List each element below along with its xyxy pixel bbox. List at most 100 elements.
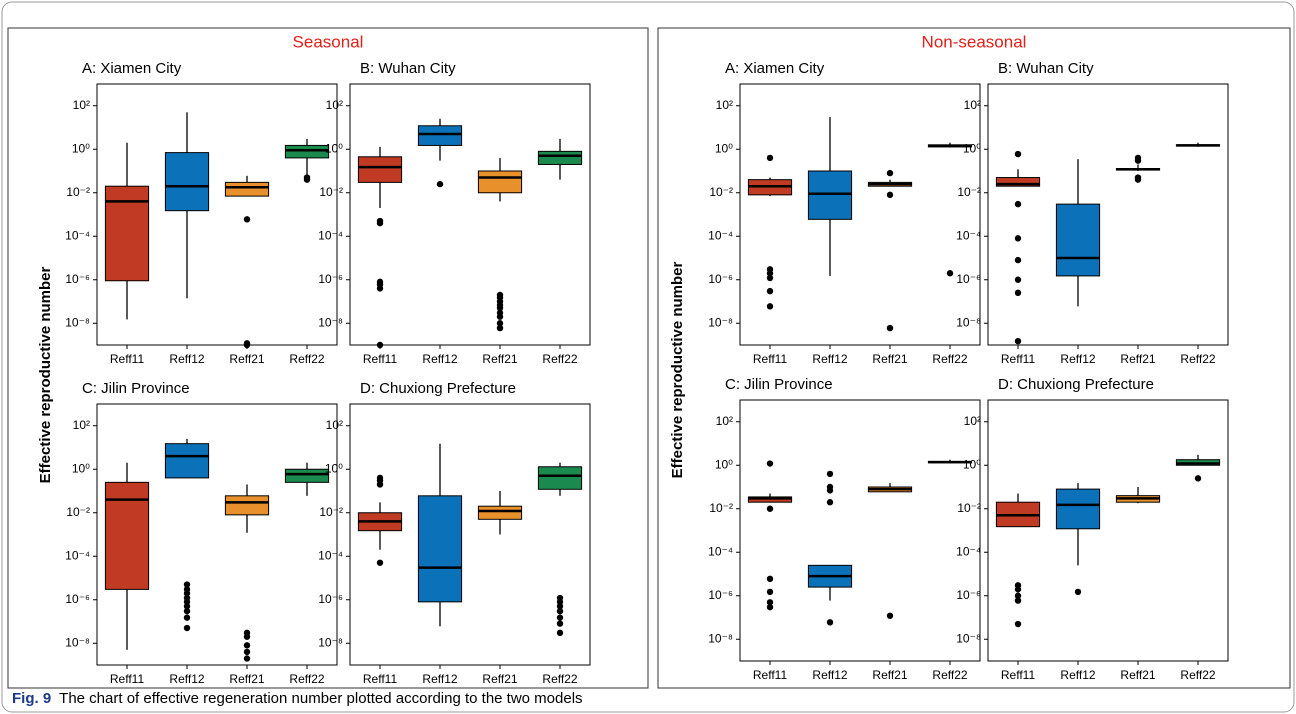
group-border bbox=[657, 27, 1291, 689]
outlier bbox=[1014, 620, 1022, 628]
panel-title: D: Chuxiong Prefecture bbox=[998, 376, 1154, 393]
box bbox=[1055, 203, 1101, 277]
y-tick-label: 10⁻² bbox=[319, 185, 343, 199]
outlier bbox=[826, 499, 834, 506]
panel-title: D: Chuxiong Prefecture bbox=[360, 380, 516, 397]
y-tick-label: 10² bbox=[73, 418, 90, 432]
group-border bbox=[7, 27, 649, 689]
y-tick-label: 10⁰ bbox=[963, 457, 981, 471]
y-tick-label: 10² bbox=[964, 98, 981, 112]
box bbox=[284, 468, 330, 483]
y-tick-label: 10⁻⁶ bbox=[65, 272, 90, 286]
outlier bbox=[1014, 337, 1022, 345]
group-title: Non-seasonal bbox=[922, 32, 1027, 51]
outlier bbox=[766, 287, 774, 295]
outlier bbox=[243, 655, 251, 662]
y-tick-label: 10⁻⁸ bbox=[318, 635, 343, 649]
y-tick-label: 10⁰ bbox=[715, 141, 733, 155]
box bbox=[164, 152, 210, 212]
box bbox=[417, 495, 463, 603]
y-tick-label: 10⁻⁴ bbox=[65, 228, 90, 242]
y-tick-label: 10⁰ bbox=[715, 457, 733, 471]
y-tick-label: 10⁻⁶ bbox=[708, 588, 733, 602]
y-tick-label: 10² bbox=[73, 98, 90, 112]
box bbox=[224, 495, 270, 516]
outlier bbox=[766, 603, 774, 611]
box bbox=[995, 177, 1041, 187]
x-tick-label: Reff21 bbox=[229, 672, 264, 686]
outlier bbox=[556, 598, 564, 606]
x-tick-label: Reff21 bbox=[229, 352, 264, 366]
panel-title: B: Wuhan City bbox=[360, 60, 456, 77]
y-tick-label: 10⁻² bbox=[319, 505, 343, 519]
outlier bbox=[1074, 588, 1082, 596]
plot-frame bbox=[739, 83, 981, 346]
x-tick-label: Reff12 bbox=[1060, 352, 1095, 366]
outlier bbox=[766, 303, 774, 310]
group-title: Seasonal bbox=[293, 32, 364, 51]
y-tick-label: 10⁻⁶ bbox=[956, 588, 981, 602]
y-tick-label: 10⁻⁴ bbox=[318, 228, 343, 242]
y-tick-label: 10⁻² bbox=[709, 185, 733, 199]
x-tick-label: Reff12 bbox=[1060, 668, 1095, 682]
y-tick-label: 10⁰ bbox=[72, 141, 90, 155]
outlier bbox=[556, 614, 564, 621]
x-tick-label: Reff11 bbox=[110, 672, 145, 686]
y-tick-label: 10⁻⁴ bbox=[708, 544, 733, 558]
outlier bbox=[1194, 475, 1202, 482]
box bbox=[477, 505, 523, 520]
outlier bbox=[303, 176, 311, 183]
y-tick-label: 10⁰ bbox=[72, 461, 90, 475]
y-axis-label: Effective reproductive number bbox=[37, 266, 54, 483]
outlier bbox=[556, 620, 564, 627]
x-tick-label: Reff11 bbox=[363, 672, 398, 686]
y-tick-label: 10⁻⁶ bbox=[318, 592, 343, 606]
outlier bbox=[766, 505, 774, 512]
x-tick-label: Reff21 bbox=[482, 672, 517, 686]
y-tick-label: 10⁻⁴ bbox=[956, 544, 981, 558]
y-tick-label: 10² bbox=[716, 414, 733, 428]
outlier bbox=[556, 603, 564, 610]
y-tick-label: 10⁻⁸ bbox=[956, 631, 981, 645]
x-tick-label: Reff22 bbox=[289, 672, 324, 686]
x-tick-label: Reff22 bbox=[542, 352, 577, 366]
outlier bbox=[496, 320, 504, 327]
outlier bbox=[243, 633, 251, 640]
outlier bbox=[183, 581, 191, 588]
x-tick-label: Reff21 bbox=[1120, 352, 1155, 366]
y-tick-label: 10⁻⁸ bbox=[956, 315, 981, 329]
y-tick-label: 10⁰ bbox=[325, 461, 343, 475]
plot-frame bbox=[349, 83, 591, 346]
y-tick-label: 10⁻² bbox=[709, 501, 733, 515]
box bbox=[417, 125, 463, 146]
x-tick-label: Reff11 bbox=[1001, 668, 1036, 682]
outlier bbox=[1014, 597, 1022, 604]
outlier bbox=[436, 180, 444, 188]
plot-frame bbox=[96, 403, 338, 666]
panel-title: C: Jilin Province bbox=[725, 376, 833, 393]
outlier bbox=[183, 607, 191, 615]
outlier bbox=[766, 575, 774, 583]
outlier bbox=[376, 559, 384, 566]
x-tick-label: Reff11 bbox=[753, 352, 788, 366]
box bbox=[104, 481, 150, 590]
outlier bbox=[1134, 157, 1142, 164]
outlier bbox=[496, 313, 504, 320]
outlier bbox=[1014, 586, 1022, 593]
y-tick-label: 10² bbox=[716, 98, 733, 112]
panel-title: B: Wuhan City bbox=[998, 60, 1094, 77]
outlier bbox=[766, 460, 774, 467]
x-tick-label: Reff12 bbox=[422, 672, 457, 686]
y-tick-label: 10⁻⁶ bbox=[65, 592, 90, 606]
y-tick-label: 10⁻⁸ bbox=[65, 635, 90, 649]
box bbox=[357, 156, 403, 183]
x-tick-label: Reff22 bbox=[1180, 668, 1215, 682]
outlier bbox=[376, 285, 384, 292]
outlier bbox=[183, 624, 191, 632]
panel-title: A: Xiamen City bbox=[725, 60, 825, 77]
x-tick-label: Reff22 bbox=[542, 672, 577, 686]
y-tick-label: 10⁻⁶ bbox=[318, 272, 343, 286]
caption-label: Fig. 9 bbox=[12, 690, 51, 707]
